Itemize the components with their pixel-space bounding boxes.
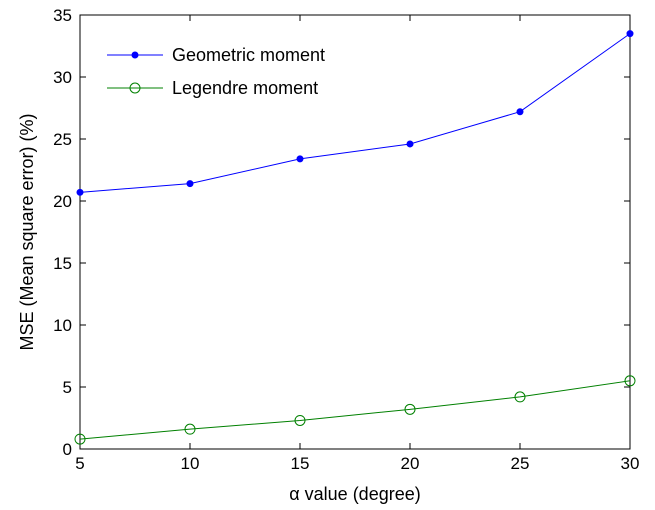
y-axis-ticks: 0 5 10 15 20 25 30 35	[53, 6, 630, 459]
x-tick-label: 15	[291, 454, 310, 473]
x-tick-label: 10	[181, 454, 200, 473]
plot-area	[79, 14, 631, 450]
legend-marker	[129, 82, 141, 94]
data-point	[406, 140, 414, 148]
data-point	[626, 30, 634, 38]
x-axis-ticks: 5 10 15 20 25 30	[75, 15, 639, 473]
y-tick-label: 25	[53, 130, 72, 149]
y-axis-label: MSE (Mean square error) (%)	[17, 113, 37, 350]
y-tick-label: 10	[53, 316, 72, 335]
legend: Geometric moment Legendre moment	[107, 45, 325, 98]
series-line	[79, 380, 631, 440]
y-tick-label: 15	[53, 254, 72, 273]
series-geometric-moment	[76, 30, 634, 196]
x-tick-label: 5	[75, 454, 84, 473]
legend-entry-label: Legendre moment	[172, 78, 318, 98]
plot-frame	[79, 14, 631, 450]
legend-marker	[131, 51, 139, 59]
data-point	[184, 423, 196, 435]
x-tick-label: 30	[621, 454, 640, 473]
x-axis-label: α value (degree)	[289, 484, 420, 504]
data-point	[186, 180, 194, 188]
x-tick-label: 20	[401, 454, 420, 473]
x-tick-label: 25	[511, 454, 530, 473]
y-tick-label: 5	[63, 378, 72, 397]
data-point	[74, 433, 86, 445]
y-tick-label: 35	[53, 6, 72, 25]
series-legendre-moment	[74, 375, 636, 445]
data-point	[404, 403, 416, 415]
y-tick-label: 20	[53, 192, 72, 211]
y-tick-label: 30	[53, 68, 72, 87]
series-layer	[74, 30, 636, 445]
data-point	[76, 188, 84, 196]
y-tick-label: 0	[63, 440, 72, 459]
data-point	[516, 108, 524, 116]
legend-entry-label: Geometric moment	[172, 45, 325, 65]
data-point	[624, 375, 636, 387]
data-point	[296, 155, 304, 163]
data-point	[514, 391, 526, 403]
series-line	[79, 33, 631, 193]
data-point	[294, 414, 306, 426]
